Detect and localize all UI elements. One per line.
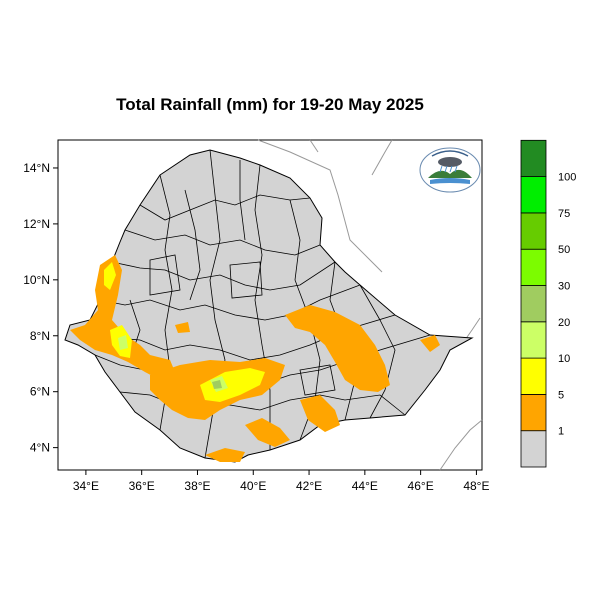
legend-label: 100 [558, 172, 576, 184]
legend-label: 10 [558, 353, 570, 365]
legend-label: 50 [558, 244, 570, 256]
ethiopian-meteorology-logo [419, 147, 481, 193]
rain-area-southwest-1-5 [205, 448, 245, 462]
rain-area-center-20-30 [212, 380, 222, 389]
lon-tick-label: 34°E [73, 479, 99, 493]
legend-swatch [520, 430, 547, 468]
lat-tick-label: 14°N [23, 161, 50, 175]
lat-tick-label: 10°N [23, 273, 50, 287]
legend-swatch [520, 248, 547, 286]
color-legend: 1 5 10 20 30 50 75 100 [520, 139, 576, 468]
rain-area-west-1-5 [70, 255, 175, 380]
lon-tick-label: 44°E [352, 479, 378, 493]
rain-area-spot-1-5 [175, 322, 190, 333]
latitude-axis: 14°N 12°N 10°N 8°N 6°N 4°N [23, 161, 58, 455]
legend-swatch [520, 321, 547, 359]
rain-area-southeast-1-5 [300, 395, 340, 432]
rain-area-far-east-1-5 [420, 335, 440, 352]
rain-area-east-1-5 [285, 305, 390, 392]
lon-tick-label: 48°E [463, 479, 489, 493]
rain-area-northwest-5-10 [104, 262, 116, 290]
legend-label: 5 [558, 389, 564, 401]
lat-tick-label: 8°N [30, 329, 50, 343]
lon-tick-label: 40°E [240, 479, 266, 493]
legend-swatch [520, 285, 547, 323]
legend-label: 30 [558, 281, 570, 293]
lat-tick-label: 6°N [30, 385, 50, 399]
legend-label: 1 [558, 426, 564, 438]
lon-tick-label: 42°E [296, 479, 322, 493]
legend-swatch [520, 393, 547, 432]
rain-area-south-1-5 [245, 418, 290, 447]
legend-swatch [520, 139, 547, 178]
legend-swatch [520, 212, 547, 250]
rainfall-areas [70, 255, 440, 462]
legend-swatch [520, 357, 547, 395]
legend-label: 75 [558, 208, 570, 220]
rain-area-center-5-10 [200, 368, 265, 402]
lon-tick-label: 46°E [408, 479, 434, 493]
lon-tick-label: 38°E [184, 479, 210, 493]
legend-label: 20 [558, 317, 570, 329]
neighbor-borders [257, 139, 483, 471]
longitude-axis: 34°E 36°E 38°E 40°E 42°E 44°E 46°E 48°E [73, 470, 489, 493]
lon-tick-label: 36°E [129, 479, 155, 493]
lat-tick-label: 12°N [23, 217, 50, 231]
rain-area-west-10-20 [118, 335, 128, 350]
map-title: Total Rainfall (mm) for 19-20 May 2025 [116, 95, 424, 114]
legend-swatch [520, 176, 547, 214]
lat-tick-label: 4°N [30, 441, 50, 455]
